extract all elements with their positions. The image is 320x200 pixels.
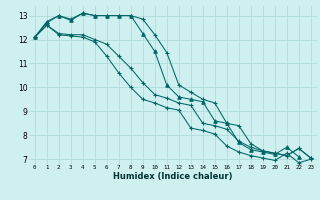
- X-axis label: Humidex (Indice chaleur): Humidex (Indice chaleur): [113, 172, 233, 181]
